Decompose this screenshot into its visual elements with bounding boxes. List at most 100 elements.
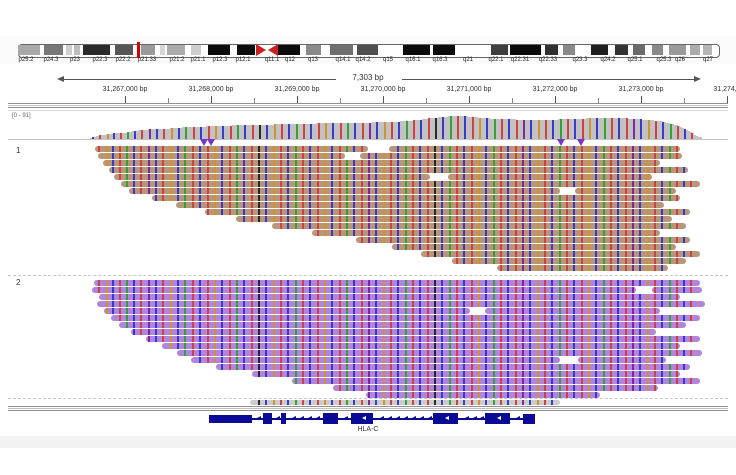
aligned-read[interactable] [452,258,686,264]
coverage-snp-line [215,126,217,139]
read-snp-tick [199,315,201,321]
aligned-read[interactable] [272,223,686,229]
coverage-bar [454,116,456,139]
aligned-read[interactable] [129,188,560,194]
read-snp-tick [331,146,333,152]
read-snp-tick [500,258,502,264]
aligned-read[interactable] [652,287,702,293]
read-snp-tick [544,160,546,166]
aligned-read[interactable] [485,308,660,314]
aligned-read[interactable] [131,329,656,335]
gene-exon[interactable] [263,413,272,424]
aligned-read[interactable] [392,244,676,250]
aligned-read[interactable] [312,230,660,236]
gene-exon[interactable] [523,414,535,424]
aligned-read[interactable] [103,160,660,166]
gene-exon[interactable] [281,413,286,424]
coverage-baseline [8,139,728,140]
aligned-read[interactable] [578,357,666,363]
coverage-bar [386,122,388,139]
read-snp-tick [221,153,223,159]
read-snp-tick [559,223,561,229]
aligned-read[interactable] [104,308,470,314]
read-snp-tick [346,308,348,314]
aligned-read[interactable] [95,146,368,152]
coverage-bar [108,134,110,139]
aligned-read[interactable] [236,216,672,222]
read-snp-tick [265,167,267,173]
read-snp-tick [229,146,231,152]
aligned-read[interactable] [356,237,690,243]
read-snp-tick [515,315,517,321]
read-snp-tick [500,153,502,159]
aligned-read[interactable] [252,371,680,377]
read-snp-tick [573,153,575,159]
read-snp-tick [522,350,524,356]
read-snp-tick [625,301,627,307]
read-snp-tick [133,301,135,307]
read-snp-tick [617,174,619,180]
aligned-read[interactable] [111,315,700,321]
read-snp-tick [331,364,333,370]
coverage-bar [308,124,310,139]
aligned-read[interactable] [205,209,690,215]
read-snp-tick [610,301,612,307]
aligned-read[interactable] [162,343,680,349]
aligned-read[interactable] [360,153,682,159]
read-snp-tick [507,195,509,201]
aligned-read[interactable] [97,301,705,307]
read-snp-tick [383,202,385,208]
read-snp-tick [507,308,509,314]
read-snp-tick [280,146,282,152]
aligned-read[interactable] [99,294,680,300]
aligned-read[interactable] [121,181,700,187]
gene-exon[interactable] [209,415,252,423]
read-snp-tick [661,237,663,243]
aligned-read[interactable] [152,195,680,201]
coverage-bar [634,119,636,139]
aligned-read[interactable] [191,357,560,363]
aligned-read[interactable] [575,188,676,194]
read-snp-tick [236,308,238,314]
aligned-read[interactable] [177,350,702,356]
read-snp-tick [661,195,663,201]
aligned-read[interactable] [119,322,686,328]
read-snp-tick [639,209,641,215]
aligned-read[interactable] [92,287,636,293]
aligned-read[interactable] [421,251,700,257]
read-snp-tick [529,322,531,328]
coverage-snp-line [582,118,584,139]
read-snp-tick [170,181,172,187]
aligned-read[interactable] [389,146,680,152]
read-snp-tick [126,315,128,321]
read-snp-tick [375,174,377,180]
aligned-read[interactable] [216,364,690,370]
coverage-snp-line [178,127,180,139]
read-snp-tick [280,160,282,166]
read-snp-tick [207,153,209,159]
aligned-read[interactable] [98,153,345,159]
aligned-read[interactable] [176,202,664,208]
read-snp-tick [500,167,502,173]
read-snp-tick [295,181,297,187]
cytoband-label: q14.1 [335,57,351,63]
read-snp-tick [265,174,267,180]
read-snp-tick [155,188,157,194]
read-snp-tick [214,343,216,349]
ruler-tick-label: 31,267,000 bp [102,86,148,93]
aligned-read[interactable] [146,336,700,342]
aligned-read[interactable] [497,265,668,271]
aligned-read[interactable] [448,174,652,180]
read-snp-tick [280,280,282,286]
read-snp-tick [140,301,142,307]
read-snp-tick [273,174,275,180]
aligned-read[interactable] [114,174,430,180]
read-snp-tick [639,329,641,335]
gene-exon[interactable] [323,413,338,424]
aligned-read[interactable] [94,280,700,286]
aligned-read[interactable] [109,167,688,173]
